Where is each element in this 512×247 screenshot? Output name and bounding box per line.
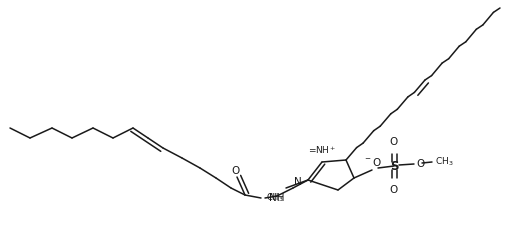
Text: O: O (232, 166, 240, 176)
Text: $^-$O: $^-$O (362, 156, 381, 168)
Text: =NH$^+$: =NH$^+$ (308, 144, 336, 156)
Text: N: N (294, 177, 302, 187)
Text: O: O (416, 159, 424, 169)
Text: CH$_3$: CH$_3$ (266, 191, 284, 204)
Text: S: S (390, 160, 398, 172)
Text: NH: NH (269, 193, 285, 203)
Text: O: O (390, 185, 398, 195)
Text: CH$_3$: CH$_3$ (435, 156, 454, 168)
Text: O: O (390, 137, 398, 147)
